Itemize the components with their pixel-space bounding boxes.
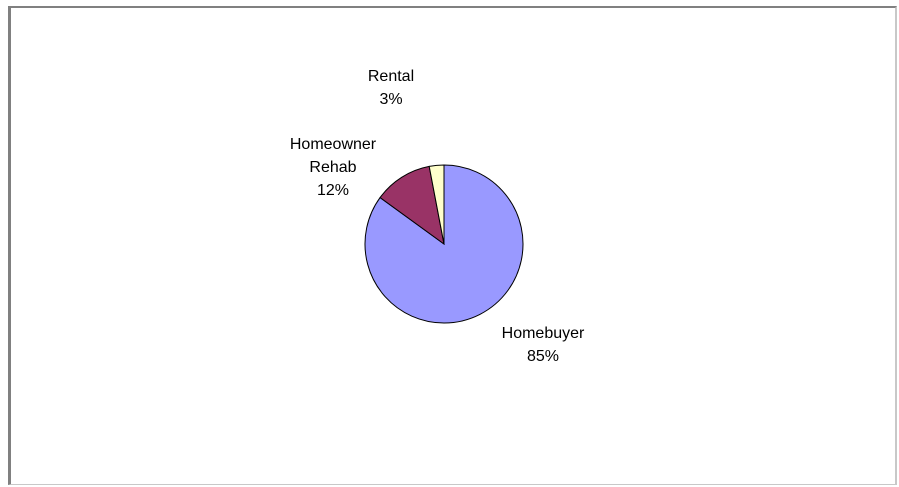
chart-area: Homebuyer 85% Homeowner Rehab 12% Rental 3% [8,6,897,485]
pie-slice-rental [428,164,445,245]
pie-chart: Homebuyer 85% Homeowner Rehab 12% Rental 3% [290,68,585,365]
data-label-homeowner-rehab: Homeowner Rehab 12% [290,136,377,199]
pie-slice-homeowner-rehab [379,165,445,246]
data-label-rental: Rental 3% [368,68,414,108]
data-label-homebuyer: Homebuyer 85% [502,325,585,365]
